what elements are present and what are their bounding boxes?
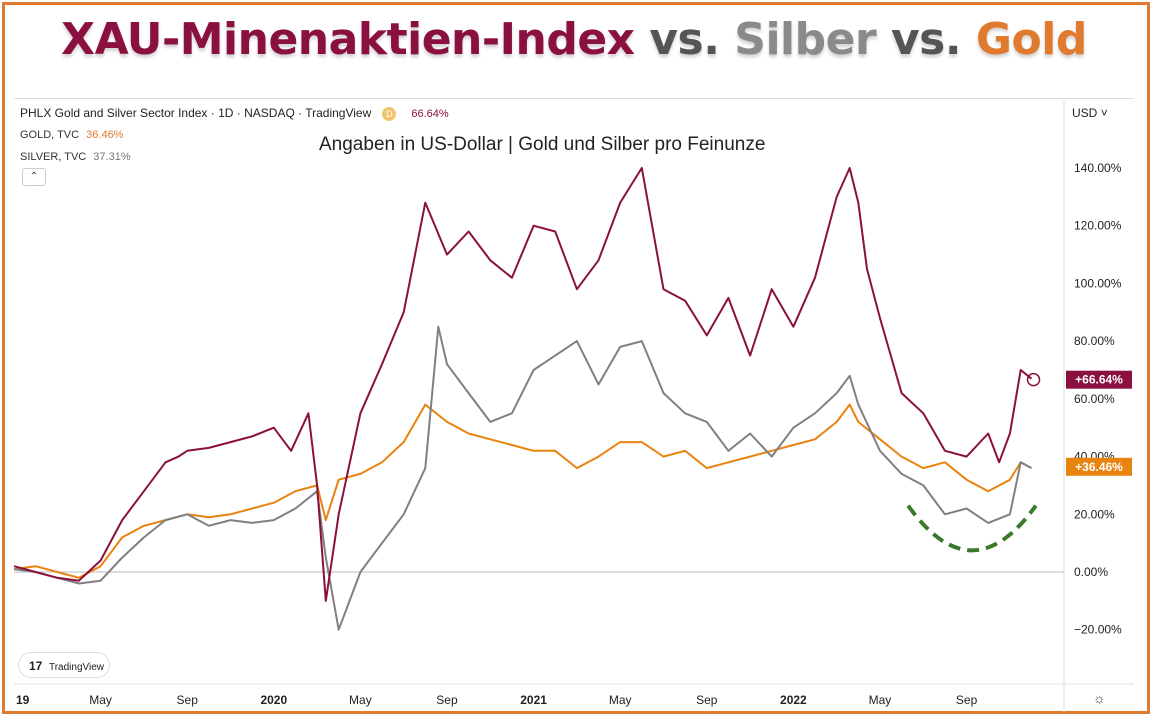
collapse-legend-button[interactable]: ⌃ bbox=[22, 168, 46, 186]
series-line-gold bbox=[13, 403, 1032, 579]
title-gold: Gold bbox=[975, 14, 1087, 65]
y-tick-label: −20.00% bbox=[1074, 623, 1122, 637]
legend: PHLX Gold and Silver Sector Index · 1D ·… bbox=[20, 106, 449, 172]
x-tick-label: Sep bbox=[956, 693, 978, 707]
x-tick-label: May bbox=[89, 693, 112, 707]
series-line-silver bbox=[13, 325, 1032, 631]
title-vs-2: vs. bbox=[876, 14, 976, 65]
x-tick-label: May bbox=[349, 693, 372, 707]
title-xau: XAU-Minenaktien-Index bbox=[61, 14, 635, 65]
y-tick-label: 20.00% bbox=[1074, 507, 1115, 521]
data-source-badge: D bbox=[382, 107, 397, 122]
legend-silver-label[interactable]: SILVER, TVC bbox=[20, 151, 87, 163]
last-value-label-gold-bg bbox=[1066, 457, 1132, 476]
title-silver: Silber bbox=[734, 14, 877, 65]
legend-gold-value: 36.46% bbox=[86, 129, 124, 141]
legend-silver-value: 37.31% bbox=[93, 151, 131, 163]
last-value-label-gold: +36.46% bbox=[1075, 460, 1123, 474]
title-vs-1: vs. bbox=[634, 14, 735, 65]
legend-main-title[interactable]: PHLX Gold and Silver Sector Index · 1D ·… bbox=[20, 106, 372, 120]
legend-gold-label[interactable]: GOLD, TVC bbox=[20, 129, 80, 141]
currency-label: USD bbox=[1072, 106, 1098, 120]
page-title: XAU-Minenaktien-Index vs. Silber vs. Gol… bbox=[0, 14, 1148, 65]
legend-xau-value: 66.64% bbox=[411, 108, 449, 120]
y-tick-label: 60.00% bbox=[1074, 392, 1115, 406]
y-tick-label: 100.00% bbox=[1074, 276, 1122, 290]
series-end-marker bbox=[1026, 372, 1041, 387]
chart-subtitle: Angaben in US-Dollar | Gold und Silber p… bbox=[319, 134, 766, 155]
x-tick-label: May bbox=[609, 693, 632, 707]
last-value-label-xau-bg bbox=[1066, 370, 1132, 389]
logo-label: TradingView bbox=[48, 662, 104, 673]
y-tick-label: 0.00% bbox=[1074, 565, 1108, 579]
y-tick-label: 120.00% bbox=[1074, 219, 1122, 233]
x-tick-label: Sep bbox=[177, 693, 199, 707]
chevron-up-icon: ⌃ bbox=[29, 171, 39, 182]
gear-icon[interactable]: ☼ bbox=[1093, 690, 1106, 706]
tradingview-mark-icon: 17 bbox=[29, 659, 43, 673]
x-tick-label: 2022 bbox=[780, 693, 807, 707]
x-tick-label: Sep bbox=[696, 693, 718, 707]
x-tick-label: Sep bbox=[436, 693, 458, 707]
tradingview-logo[interactable]: 17 TradingView bbox=[18, 652, 110, 678]
x-tick-label: May bbox=[869, 693, 892, 707]
x-tick-label: 19 bbox=[16, 693, 30, 707]
y-tick-label: 140.00% bbox=[1074, 161, 1122, 175]
panel-divider bbox=[14, 98, 1134, 99]
chevron-down-icon: ˅ bbox=[1100, 106, 1108, 120]
y-tick-label: 80.00% bbox=[1074, 334, 1115, 348]
currency-selector[interactable]: USD ˅ bbox=[1072, 106, 1108, 120]
last-value-label-xau: +66.64% bbox=[1075, 373, 1123, 387]
dashed-bottom-arc bbox=[906, 504, 1038, 553]
series-line-xau bbox=[13, 167, 1033, 602]
x-tick-label: 2021 bbox=[520, 693, 547, 707]
x-tick-label: 2020 bbox=[260, 693, 287, 707]
